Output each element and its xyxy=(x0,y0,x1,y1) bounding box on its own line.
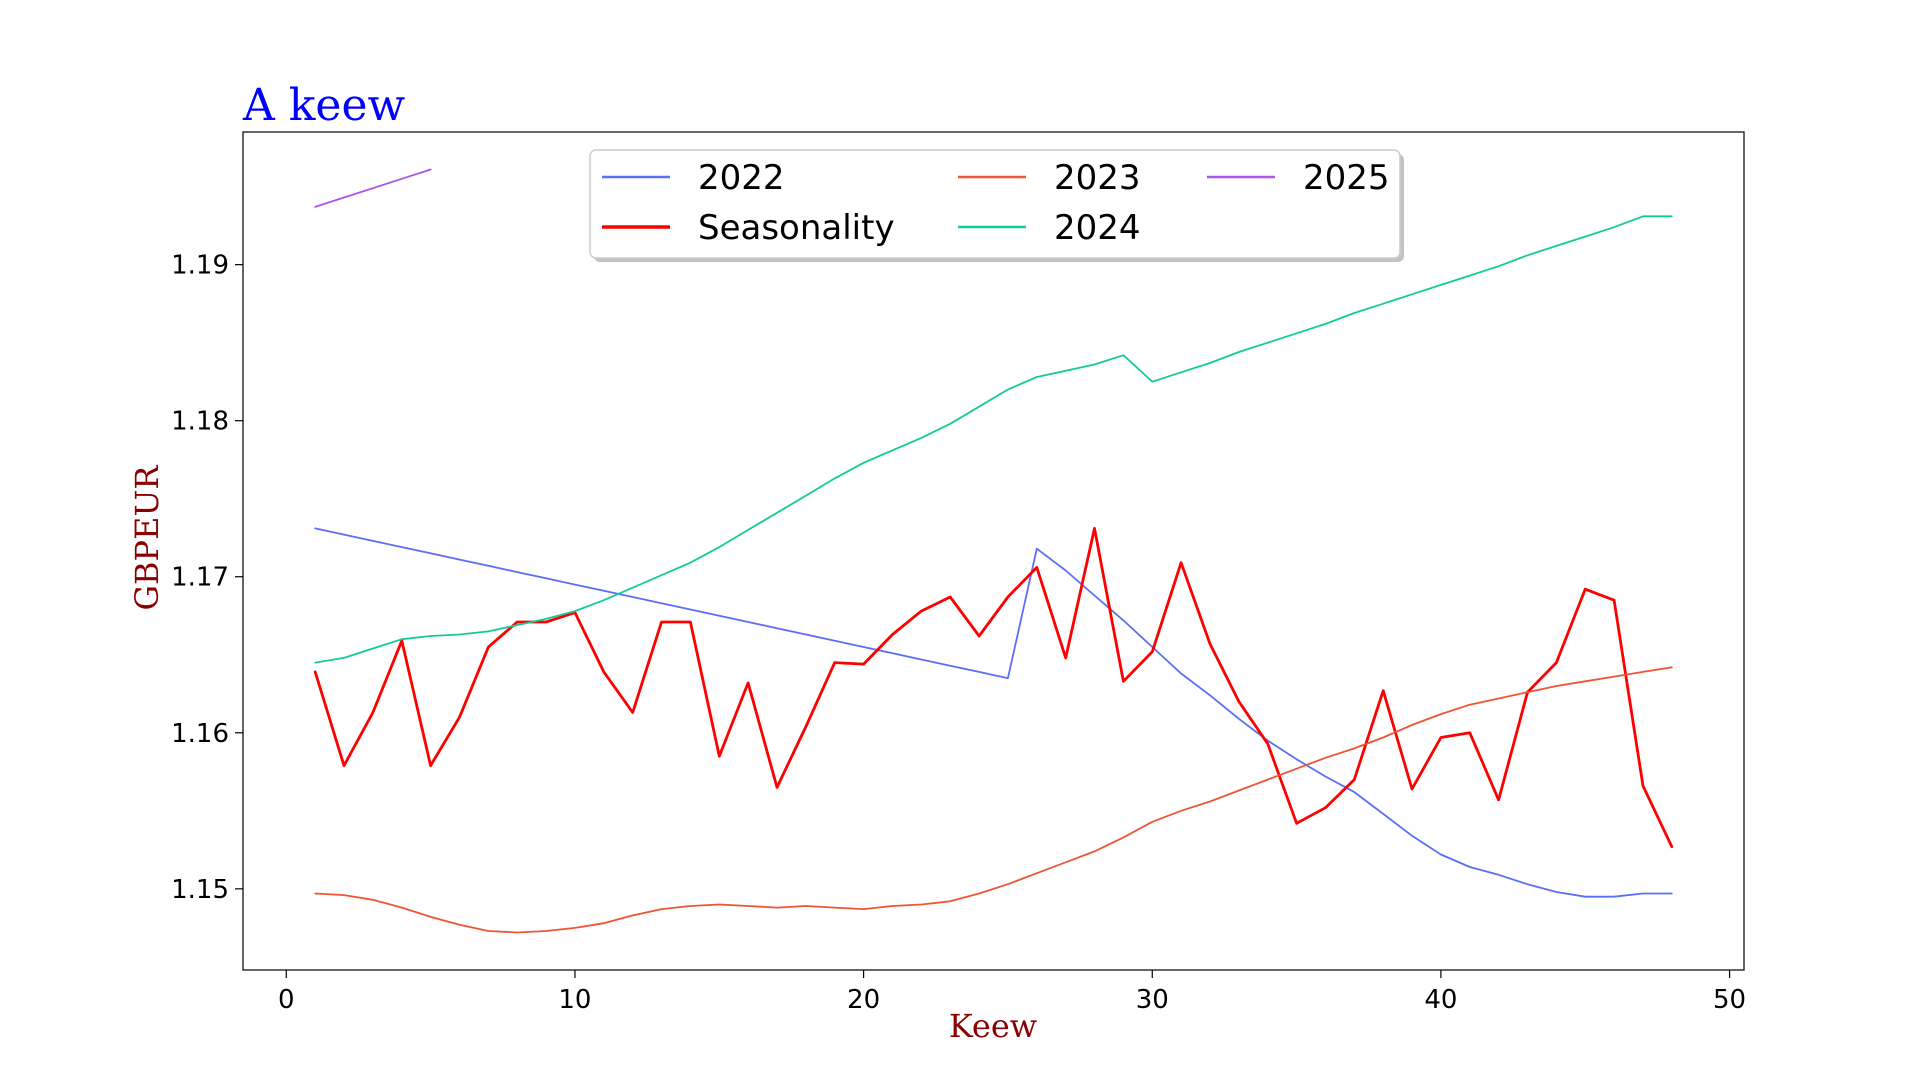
y-tick-label: 1.16 xyxy=(171,719,229,749)
x-tick-label: 40 xyxy=(1424,985,1457,1015)
legend-label-2023: 2023 xyxy=(1054,158,1141,198)
y-tick-label: 1.15 xyxy=(171,875,229,905)
x-tick-label: 0 xyxy=(278,985,295,1015)
series-line-2023 xyxy=(314,666,1673,934)
legend-label-2025: 2025 xyxy=(1303,158,1390,198)
legend-label-seasonality: Seasonality xyxy=(698,208,895,248)
y-axis-label: GBPEUR xyxy=(128,465,166,611)
chart-title: A keew xyxy=(242,80,406,131)
series-line-seasonality xyxy=(313,527,1674,849)
x-tick-label: 50 xyxy=(1713,985,1746,1015)
legend-label-2022: 2022 xyxy=(698,158,785,198)
plot-frame xyxy=(242,131,1745,971)
series-line-2025 xyxy=(314,168,432,208)
series-line-2022 xyxy=(314,527,1673,898)
x-axis-label: Keew xyxy=(949,1007,1037,1045)
legend-box xyxy=(589,149,1401,259)
y-tick-label: 1.17 xyxy=(171,563,229,593)
series-line-2024 xyxy=(314,215,1673,664)
legend-label-2024: 2024 xyxy=(1054,208,1141,248)
x-tick-label: 30 xyxy=(1136,985,1169,1015)
y-tick-label: 1.19 xyxy=(171,251,229,281)
axes-layer: 0 10 20 30 40 50 1.15 1.16 1.17 1.18 1.19 xyxy=(171,131,1746,1015)
legend: 2022 Seasonality 2023 2024 2025 xyxy=(589,149,1404,262)
x-tick-label: 20 xyxy=(847,985,880,1015)
y-tick-label: 1.18 xyxy=(171,407,229,437)
series-layer xyxy=(313,168,1674,934)
x-tick-label: 10 xyxy=(558,985,591,1015)
